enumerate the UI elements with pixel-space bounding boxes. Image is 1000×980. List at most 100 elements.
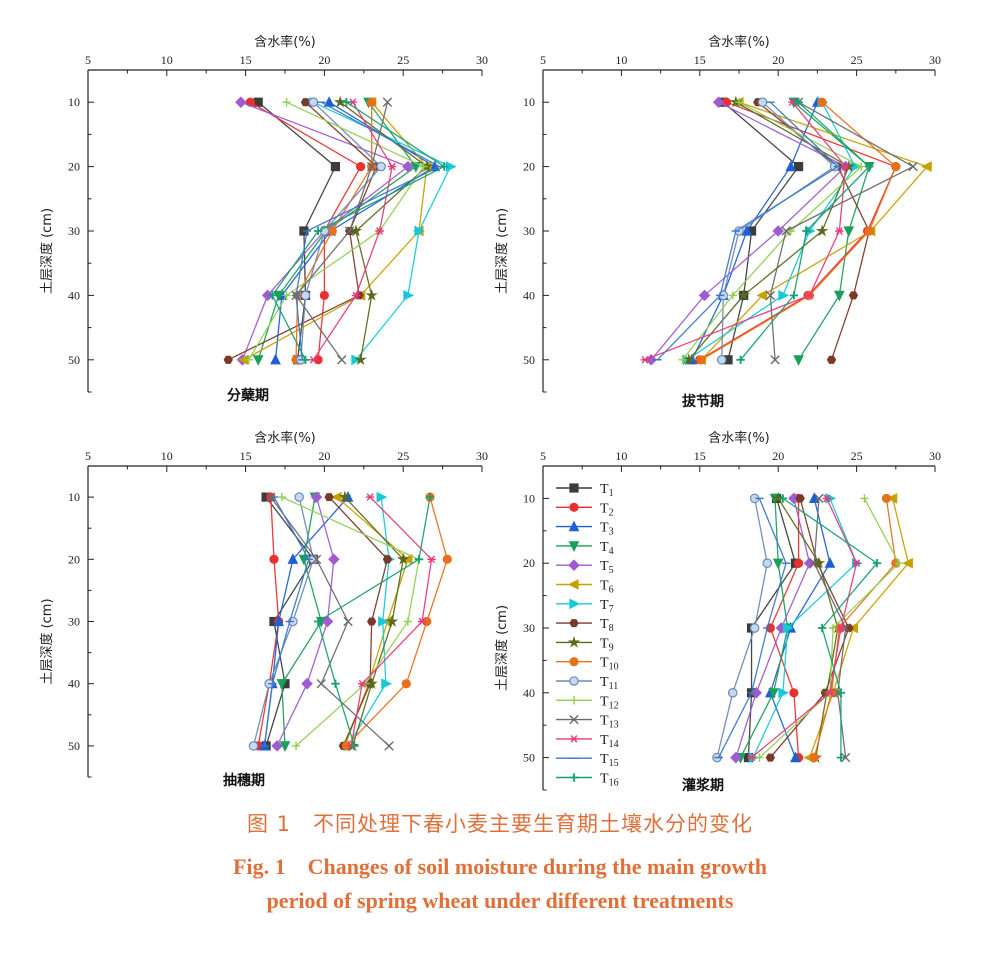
data-point-T12 [277,492,287,502]
x-tick-label: 5 [540,53,546,67]
data-point-T16 [794,98,803,107]
data-point-T14 [835,227,844,235]
data-point-T5 [261,289,274,302]
data-point-T11 [308,97,319,107]
series-T15 [653,101,842,361]
y-tick-label: 30 [523,621,535,635]
data-point-T5 [698,289,711,302]
x-tick-label: 20 [318,53,330,67]
data-point-T7 [414,225,426,237]
data-point-T5 [271,740,283,752]
x-tick-label: 15 [694,53,706,67]
data-point-T9 [365,288,378,301]
x-tick-label: 30 [929,449,941,463]
data-point-T6 [886,493,898,504]
panel-label: 灌浆期 [682,777,724,794]
legend-marker [568,559,580,571]
legend-label: T9 [600,636,614,653]
legend-entry-T12: T12 [556,694,619,711]
legend-entry-T15: T15 [556,752,619,769]
data-point-T14 [825,688,835,697]
data-point-T16 [350,741,359,751]
data-point-T13 [770,355,780,365]
data-point-T13 [344,226,355,236]
x-axis-title: 含水率(%) [708,34,770,50]
data-point-T2 [319,290,329,300]
data-point-T8 [848,291,859,300]
legend-label: T11 [600,675,618,692]
data-point-T13 [384,741,394,751]
legend-entry-T6: T6 [556,579,614,596]
data-point-T14 [387,162,397,171]
data-point-T11 [716,354,727,365]
data-point-T3 [790,751,801,763]
data-point-T3 [287,553,299,564]
data-point-T12 [755,753,764,762]
data-point-T14 [841,162,850,171]
data-point-T6 [330,491,342,503]
data-point-T10 [881,493,891,503]
data-point-T14 [836,624,846,632]
data-point-T5 [402,160,414,173]
x-tick-label: 15 [240,449,252,463]
data-point-T13 [382,97,393,107]
data-point-T10 [327,226,337,236]
legend-marker [569,676,579,686]
y-tick-label: 20 [523,556,535,570]
data-point-T8 [795,494,805,503]
legend-entry-T2: T2 [556,501,614,518]
y-tick-label: 40 [523,686,535,700]
data-point-T4 [793,355,804,366]
data-point-T4 [276,679,288,690]
data-point-T11 [300,290,311,301]
legend-marker [569,483,579,493]
legend-entry-T11: T11 [556,675,618,692]
caption-english-line-2: period of spring wheat under different t… [266,888,734,913]
y-tick-label: 50 [523,751,535,765]
data-point-T2 [789,688,799,698]
y-tick-label: 40 [68,288,80,302]
caption-english-line-1: Fig. 1 Changes of soil moisture during t… [233,854,767,879]
data-point-T12 [857,162,866,171]
legend-marker [568,541,580,552]
x-tick-label: 5 [540,449,546,463]
legend-marker [567,579,579,590]
panel-label: 分蘖期 [227,387,269,404]
data-point-T9 [815,224,829,237]
data-point-T5 [730,751,742,764]
data-point-T16 [439,162,449,171]
legend-entry-T7: T7 [556,598,614,615]
data-point-T14 [309,355,318,364]
data-point-T12 [894,559,904,568]
data-point-T9 [771,491,785,504]
x-axis-title: 含水率(%) [254,34,316,50]
data-point-T12 [678,355,687,364]
data-point-T9 [354,353,367,366]
data-point-T9 [385,614,399,627]
y-tick-label: 20 [68,552,80,566]
legend-label: T8 [600,617,614,634]
legend-entry-T8: T8 [556,617,614,634]
series-T12 [678,98,866,364]
legend-entry-T3: T3 [556,520,614,538]
x-tick-label: 30 [929,53,941,67]
data-point-T11 [248,741,259,751]
data-point-T12 [734,98,744,107]
series-T14 [640,98,850,364]
data-point-T12 [403,617,413,626]
data-point-T16 [342,98,351,107]
y-tick-label: 20 [68,160,80,174]
data-point-T5 [321,615,334,628]
data-point-T10 [809,752,819,763]
data-point-T13 [316,679,326,689]
x-tick-label: 10 [161,53,173,67]
data-point-T10 [817,97,827,107]
data-point-T9 [365,677,378,690]
x-tick-label: 5 [85,449,91,463]
x-tick-label: 25 [397,449,409,463]
data-point-T9 [333,95,347,108]
data-point-T16 [313,617,323,626]
data-point-T5 [712,96,725,108]
data-point-T3 [270,353,281,365]
data-point-T16 [736,355,745,364]
